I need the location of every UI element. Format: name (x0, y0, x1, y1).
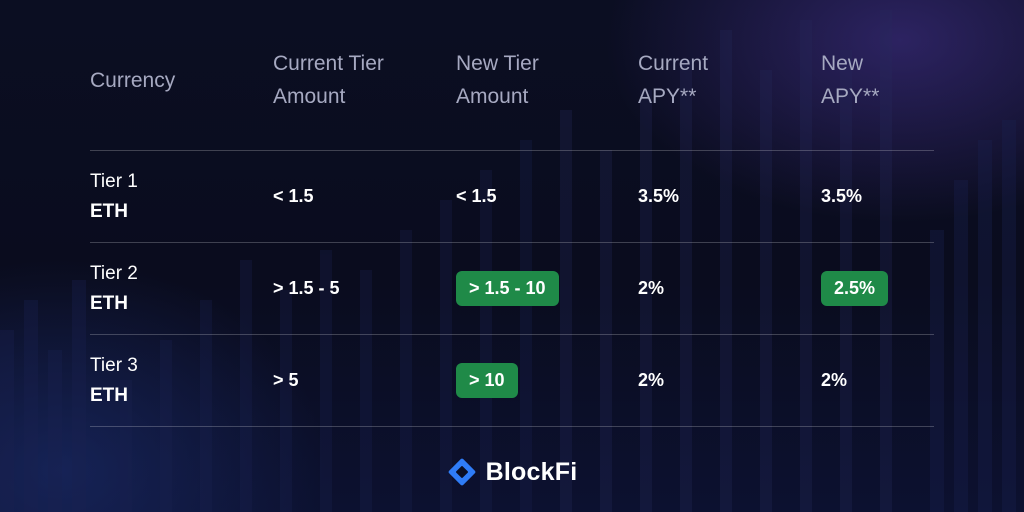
header-line: Amount (456, 85, 529, 108)
current-apy-cell: 2% (638, 370, 821, 391)
current-amount-cell: < 1.5 (273, 186, 456, 207)
new-amount-cell: < 1.5 (456, 186, 638, 207)
brand-footer: BlockFi (0, 452, 1024, 492)
current-apy: 2% (638, 278, 665, 298)
header-new-tier-amount: New Tier Amount (456, 37, 638, 113)
new-apy-cell: 3.5% (821, 186, 934, 207)
new-amount-highlight-badge: > 10 (456, 363, 518, 398)
header-current-tier-amount: Current Tier Amount (273, 37, 456, 113)
table-row: Tier 1 ETH < 1.5 < 1.5 3.5% 3.5% (90, 151, 934, 243)
new-amount: < 1.5 (456, 186, 497, 206)
current-apy-cell: 3.5% (638, 186, 821, 207)
new-amount-cell: > 10 (456, 363, 638, 398)
new-apy-cell: 2% (821, 370, 934, 391)
header-currency-label: Currency (90, 68, 176, 92)
new-apy-highlight-badge: 2.5% (821, 271, 889, 306)
current-amount-cell: > 1.5 - 5 (273, 278, 456, 299)
apy-tier-table: Currency Current Tier Amount New Tier Am… (90, 0, 934, 427)
brand-name: BlockFi (485, 457, 578, 486)
current-apy: 3.5% (638, 186, 680, 206)
current-apy-cell: 2% (638, 278, 821, 299)
header-line: Current Tier (273, 52, 384, 75)
table-row: Tier 2 ETH > 1.5 - 5 > 1.5 - 10 2% 2.5% (90, 243, 934, 335)
blockfi-diamond-icon (448, 458, 475, 486)
header-new-apy: New APY** (821, 37, 934, 113)
tier-name: Tier 3 (90, 354, 138, 376)
tier-name: Tier 2 (90, 262, 138, 284)
currency-cell: Tier 2 ETH (90, 259, 273, 319)
current-amount-cell: > 5 (273, 370, 456, 391)
table-header-row: Currency Current Tier Amount New Tier Am… (90, 0, 934, 151)
tier-unit: ETH (90, 292, 128, 314)
current-amount: < 1.5 (273, 186, 314, 206)
new-amount-cell: > 1.5 - 10 (456, 271, 638, 306)
header-line: APY** (638, 85, 697, 108)
currency-cell: Tier 1 ETH (90, 167, 273, 227)
current-amount: > 5 (273, 370, 299, 390)
current-amount: > 1.5 - 5 (273, 278, 340, 298)
tier-name: Tier 1 (90, 170, 138, 192)
new-amount-highlight-badge: > 1.5 - 10 (456, 271, 559, 306)
new-apy-cell: 2.5% (821, 271, 934, 306)
header-line: New (821, 52, 864, 75)
header-line: Amount (273, 85, 346, 108)
header-line: APY** (821, 85, 880, 108)
current-apy: 2% (638, 370, 665, 390)
tier-unit: ETH (90, 200, 128, 222)
header-current-apy: Current APY** (638, 37, 821, 113)
currency-cell: Tier 3 ETH (90, 351, 273, 411)
header-line: New Tier (456, 52, 539, 75)
table-row: Tier 3 ETH > 5 > 10 2% 2% (90, 335, 934, 427)
tier-unit: ETH (90, 384, 128, 406)
new-apy: 2% (821, 370, 848, 390)
header-line: Current (638, 52, 709, 75)
header-currency: Currency (90, 54, 273, 97)
new-apy: 3.5% (821, 186, 863, 206)
